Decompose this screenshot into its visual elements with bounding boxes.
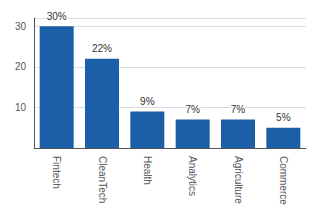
svg-text:20: 20 (15, 61, 27, 72)
svg-text:22%: 22% (92, 43, 112, 54)
svg-text:9%: 9% (140, 96, 155, 107)
svg-text:Analytics: Analytics (187, 156, 198, 196)
svg-text:Fintech: Fintech (51, 156, 62, 189)
svg-text:10: 10 (15, 102, 27, 113)
svg-text:Commerce: Commerce (278, 156, 289, 205)
svg-text:Agriculture: Agriculture (233, 156, 244, 204)
svg-text:7%: 7% (185, 104, 200, 115)
svg-text:CleanTech: CleanTech (97, 156, 108, 203)
svg-text:Health: Health (142, 156, 153, 185)
svg-text:7%: 7% (231, 104, 246, 115)
svg-text:30: 30 (15, 21, 27, 32)
svg-text:5%: 5% (276, 112, 291, 123)
svg-text:30%: 30% (47, 11, 67, 22)
